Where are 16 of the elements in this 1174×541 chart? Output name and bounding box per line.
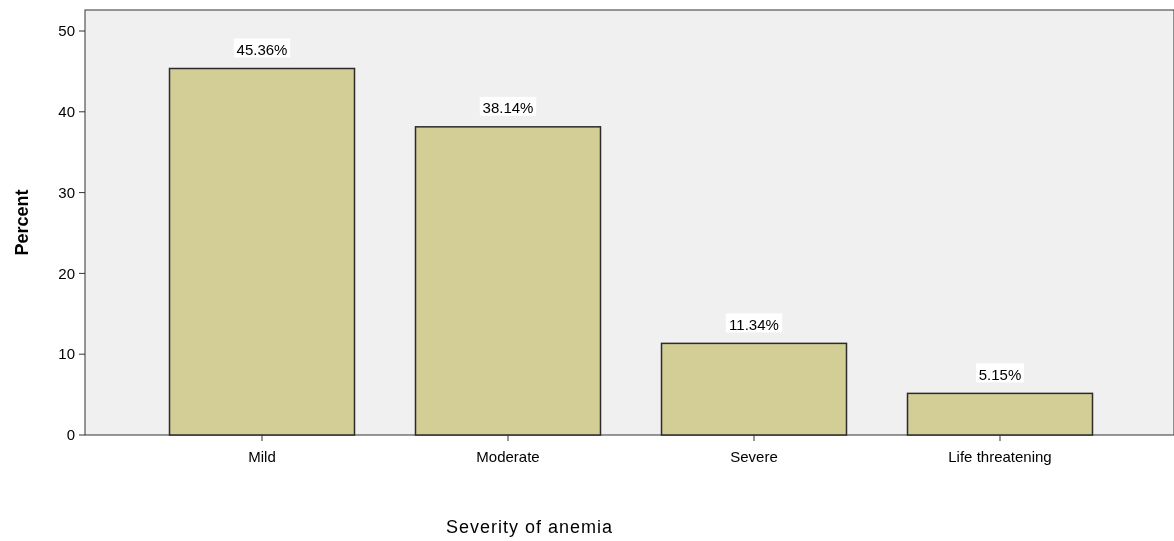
x-tick-label: Life threatening (948, 448, 1052, 465)
x-axis-title: Severity of anemia (445, 517, 614, 537)
x-tick-label: Mild (248, 448, 276, 465)
data-label: 45.36% (236, 41, 288, 58)
x-tick-label: Severe (730, 448, 778, 465)
data-label: 11.34% (729, 315, 779, 333)
y-axis-title: Percent (12, 189, 32, 256)
y-tick-label: 40 (58, 103, 75, 121)
data-label: 5.15% (978, 365, 1022, 383)
data-label: 38.14% (482, 99, 534, 117)
y-tick-label: 50 (58, 22, 75, 40)
y-tick-label: 0 (66, 426, 75, 444)
y-tick-label: 10 (58, 345, 75, 363)
x-tick-label: Moderate (476, 448, 540, 465)
y-tick-label: 20 (58, 264, 75, 282)
y-tick-label: 30 (58, 183, 75, 201)
